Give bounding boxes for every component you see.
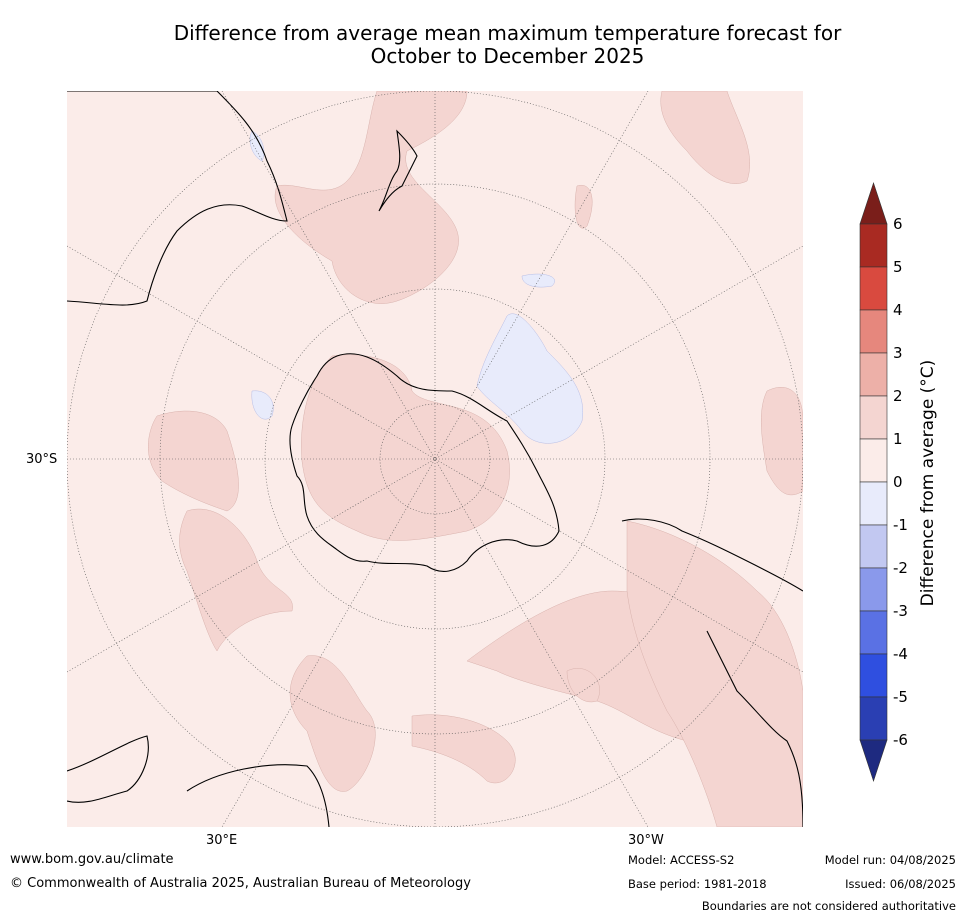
patch-pacific-right [760, 387, 803, 496]
colorbar-tick-label: 1 [893, 430, 903, 448]
colorbar-tick-label: -2 [893, 559, 908, 577]
colorbar-svg [859, 182, 888, 782]
colorbar-tick-label: 6 [893, 215, 903, 233]
footer-model: Model: ACCESS-S2 [628, 853, 735, 867]
title-line-2: October to December 2025 [370, 44, 645, 68]
lon-label-30w: 30°W [628, 833, 664, 848]
africa-coastline [67, 735, 330, 827]
graticule [67, 91, 803, 827]
patch-near-antarctica [251, 390, 274, 420]
colorbar-label: Difference from average (°C) [918, 359, 938, 607]
title-line-1: Difference from average mean maximum tem… [173, 21, 842, 45]
patch-atlantic-south [566, 668, 600, 703]
map-svg [67, 91, 803, 827]
colorbar-under-arrow [859, 739, 888, 782]
antarctica-coastline [289, 353, 560, 572]
patch-pacific-small-1 [574, 185, 593, 229]
map-title: Difference from average mean maximum tem… [60, 22, 955, 68]
colorbar-cell-c2_3 [859, 352, 888, 397]
colorbar-cell-cm3_m2 [859, 567, 888, 612]
colorbar-cell-cm2_m1 [859, 524, 888, 569]
colorbar-tick-label: 3 [893, 344, 903, 362]
colorbar-cell-c3_4 [859, 309, 888, 354]
colorbar-tick-label: 5 [893, 258, 903, 276]
colorbar-tick-label: 0 [893, 473, 903, 491]
colorbar-tick-label: -3 [893, 602, 908, 620]
colorbar-tick-label: 2 [893, 387, 903, 405]
anomaly-1-to-2-regions [148, 91, 803, 827]
patch-south-atlantic-1 [179, 508, 293, 652]
colorbar-tick-label: -5 [893, 688, 908, 706]
footer-website: www.bom.gov.au/climate [10, 852, 174, 867]
footer-model-run: Model run: 04/08/2025 [824, 853, 956, 867]
colorbar-cell-cm6_m5 [859, 696, 888, 741]
colorbar-tick-label: -4 [893, 645, 908, 663]
colorbar-tick-label: -1 [893, 516, 908, 534]
colorbar [845, 180, 965, 785]
polar-map [67, 91, 803, 827]
footer-base-period: Base period: 1981-2018 [628, 877, 767, 891]
patch-south-atlantic-2 [289, 655, 376, 792]
colorbar-cell-cm5_m4 [859, 653, 888, 698]
footer-copyright: © Commonwealth of Australia 2025, Austra… [10, 876, 471, 891]
colorbar-cell-cm4_m3 [859, 610, 888, 655]
anomaly-neg1-to-0-regions [249, 130, 584, 444]
new-zealand [378, 129, 418, 212]
patch-indian-ocean [148, 410, 239, 512]
colorbar-tick-label: -6 [893, 731, 908, 749]
patch-south-america [626, 520, 803, 827]
colorbar-cell-c1_2 [859, 395, 888, 440]
lat-label-30s: 30°S [26, 452, 58, 467]
patch-weddell-sea [476, 313, 584, 444]
colorbar-cell-c4_5 [859, 266, 888, 311]
colorbar-over-arrow [859, 182, 888, 225]
colorbar-tick-label: 4 [893, 301, 903, 319]
patch-antarctica [301, 354, 510, 541]
south-america-coastline [621, 518, 803, 827]
colorbar-cell-cm1_0 [859, 481, 888, 526]
colorbar-cell-c5_6 [859, 223, 888, 268]
footer-issued: Issued: 06/08/2025 [845, 877, 956, 891]
footer-disclaimer: Boundaries are not considered authoritat… [701, 899, 956, 913]
colorbar-cell-c0_1 [859, 438, 888, 483]
australia-coastline [67, 91, 288, 306]
lon-label-30e: 30°E [206, 833, 238, 848]
patch-atlantic-central [411, 714, 516, 784]
patch-east-pacific [660, 91, 750, 184]
